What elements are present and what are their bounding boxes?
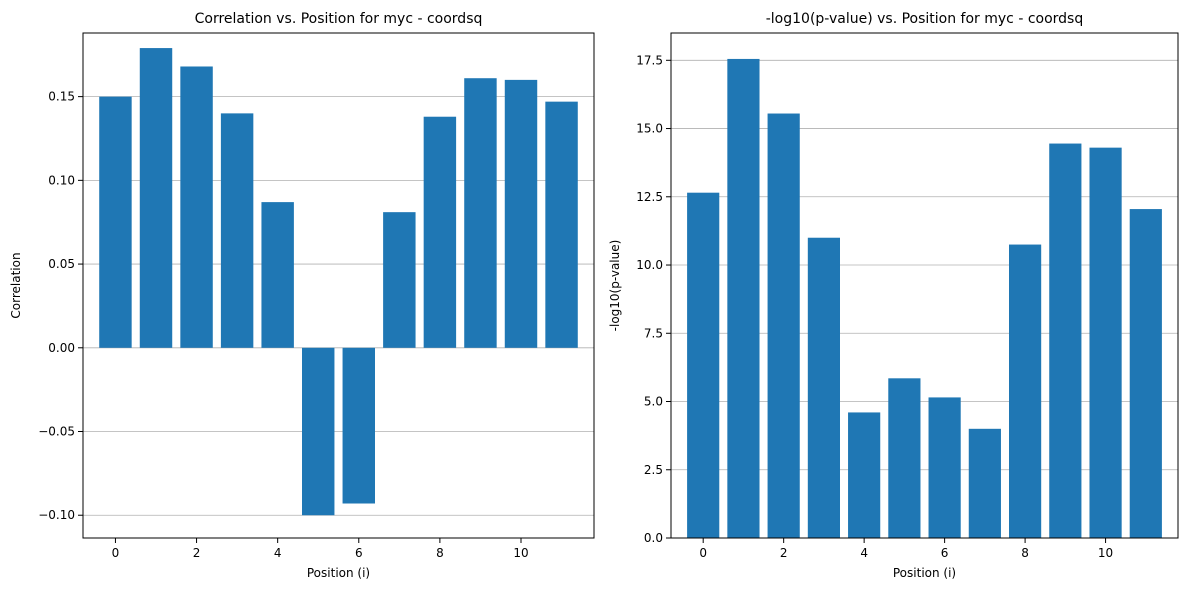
y-axis-label: Correlation	[9, 252, 23, 318]
bar	[848, 412, 881, 538]
y-tick-label: 0.05	[48, 257, 75, 271]
bar	[807, 237, 840, 538]
bar	[464, 78, 497, 348]
chart-title: -log10(p-value) vs. Position for myc - c…	[766, 11, 1084, 27]
bar	[727, 58, 760, 538]
bar	[342, 347, 375, 504]
bar	[545, 101, 578, 348]
y-tick-label: 2.5	[644, 463, 663, 477]
bar	[383, 212, 416, 348]
y-tick-label: 0.10	[48, 173, 75, 187]
bar	[504, 79, 538, 348]
x-tick-label: 8	[436, 546, 444, 560]
y-tick-label: 0.0	[644, 531, 663, 545]
chart-title: Correlation vs. Position for myc - coord…	[195, 11, 483, 27]
x-tick-label: 4	[274, 546, 282, 560]
chart-panel-left: 0 2 4 6 8 10 −0.10 −0.05 0.00 0.05 0.10 0.15 Correla…	[9, 11, 595, 580]
y-tick-label: 0.00	[48, 341, 75, 355]
bar	[220, 113, 254, 348]
bar	[261, 202, 294, 348]
x-tick-label: 0	[699, 546, 707, 560]
chart-panel-right: 0 2 4 6 8 10 0.0 2.5 5.0 7.5 10.0 12.5 15.0 17.5 -log1…	[608, 11, 1179, 580]
y-tick-label: 15.0	[636, 122, 663, 136]
x-tick-label: 10	[1098, 546, 1113, 560]
bar	[1129, 209, 1162, 538]
x-tick-label: 6	[355, 546, 363, 560]
bar	[928, 397, 961, 538]
x-axis-label: Position (i)	[307, 566, 370, 580]
x-tick-label: 6	[941, 546, 949, 560]
y-tick-label: −0.10	[38, 508, 75, 522]
y-tick-label: −0.05	[38, 425, 75, 439]
x-axis-label: Position (i)	[893, 566, 956, 580]
plot-frame	[82, 32, 595, 539]
bar	[423, 116, 457, 348]
bar	[687, 192, 720, 538]
plot-frame	[670, 32, 1179, 539]
y-tick-label: 17.5	[636, 53, 663, 67]
bar	[1009, 244, 1042, 538]
y-tick-label: 10.0	[636, 258, 663, 272]
bar	[99, 96, 132, 348]
bar	[302, 347, 335, 516]
y-tick-label: 12.5	[636, 190, 663, 204]
x-tick-label: 4	[860, 546, 868, 560]
x-tick-label: 10	[513, 546, 528, 560]
bar	[180, 66, 213, 348]
bar	[888, 378, 921, 538]
x-tick-label: 2	[780, 546, 788, 560]
y-axis-label: -log10(p-value)	[608, 240, 622, 332]
bar	[1089, 147, 1122, 538]
x-tick-label: 8	[1021, 546, 1029, 560]
x-tick-label: 0	[112, 546, 120, 560]
y-tick-label: 7.5	[644, 326, 663, 340]
bar	[1049, 143, 1082, 538]
x-tick-label: 2	[193, 546, 201, 560]
y-tick-label: 5.0	[644, 395, 663, 409]
bar	[968, 428, 1001, 538]
y-tick-label: 0.15	[48, 90, 75, 104]
bar	[767, 113, 800, 538]
bar	[139, 48, 173, 348]
